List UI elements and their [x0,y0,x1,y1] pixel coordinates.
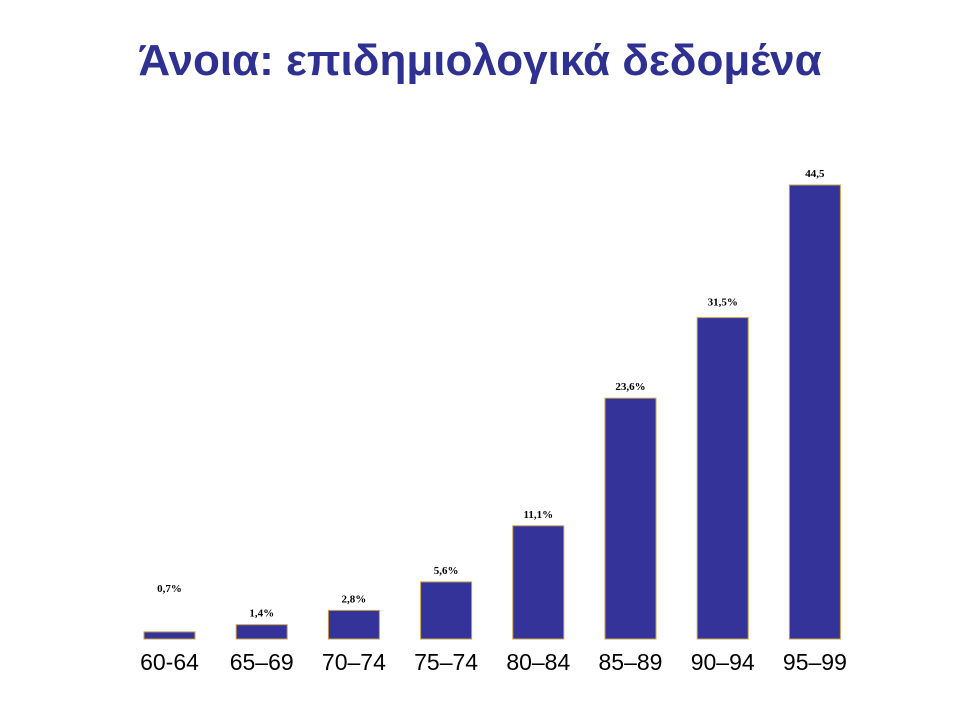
bar-75–74 [420,581,473,640]
bar-85–89 [604,397,657,640]
x-tick-label: 95–99 [783,649,847,675]
x-tick-label: 60-64 [140,649,199,675]
bar-95–99 [788,184,841,640]
data-label: 23,6% [615,381,645,393]
x-tick-label: 65–69 [230,649,294,675]
data-label: 31,5% [708,297,738,309]
slide-title: Άνοια: επιδημιολογικά δεδομένα [138,36,822,85]
x-tick-label: 80–84 [506,649,570,675]
bar-group [143,184,841,640]
x-tick-label: 75–74 [414,649,478,675]
data-label: 1,4% [249,608,274,620]
x-tick-label-group: 60-64 65–69 70–74 75–74 80–84 85–89 90–94 95–99 [140,649,847,675]
bar-80–84 [512,525,565,640]
bar-70–74 [327,609,380,640]
x-tick-label: 90–94 [691,649,755,675]
x-tick-label: 85–89 [599,649,663,675]
data-label: 0,7% [157,583,182,595]
data-label: 2,8% [342,593,367,605]
data-label: 44,5 [805,168,825,180]
x-tick-label: 70–74 [322,649,386,675]
bar-65–69 [235,624,288,640]
bar-60-64 [143,631,196,640]
data-label: 5,6% [434,565,459,577]
data-label: 11,1% [523,509,553,521]
data-label-group: 0,7% 1,4% 2,8% 5,6% 11,1% 23,6% 31,5% 44,5 [157,168,825,620]
bar-90–94 [696,317,749,640]
